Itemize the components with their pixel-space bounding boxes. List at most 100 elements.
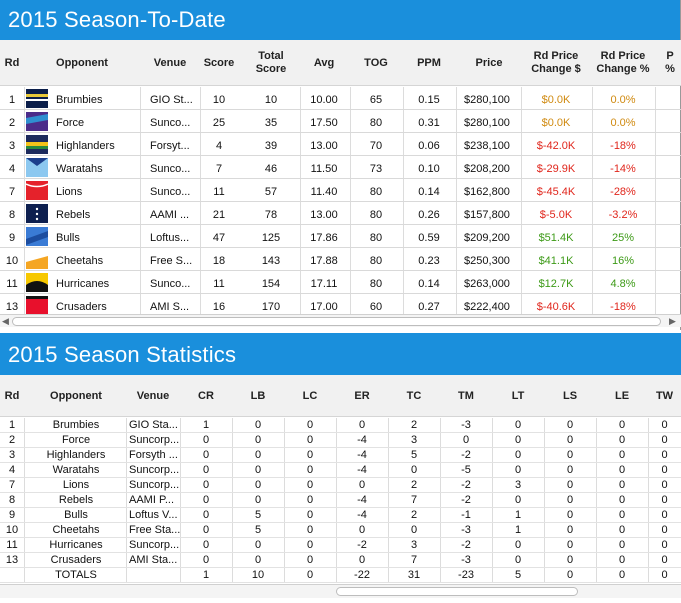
table-row[interactable]: 1 Brumbies GIO Sta... 1 0 0 0 2 -3 0 0 0 0 <box>0 418 681 433</box>
table-row[interactable]: 2 Force Suncorp... 0 0 0 -4 3 0 0 0 0 0 <box>0 433 681 448</box>
column-header[interactable]: TC <box>406 389 422 402</box>
column-divider <box>24 478 25 492</box>
column-divider <box>456 248 457 270</box>
column-divider <box>655 248 656 270</box>
column-header[interactable]: Score <box>203 56 235 69</box>
column-divider <box>592 156 593 178</box>
cell-cr: 0 <box>202 479 210 491</box>
cell-opponent: Waratahs <box>56 163 103 175</box>
scroll-thumb[interactable] <box>12 317 661 326</box>
table-row[interactable]: 4 Waratahs Sunco... 7 46 11.50 73 0.10 $208,200 $… <box>0 156 681 179</box>
column-header[interactable]: LT <box>511 389 525 402</box>
column-divider <box>200 225 201 247</box>
cell-tm: -5 <box>461 464 471 476</box>
column-divider <box>350 225 351 247</box>
column-header[interactable]: Rd Price Change $ <box>531 50 581 75</box>
cell-venue: Forsyt... <box>150 140 190 152</box>
season-statistics-table-body: 1 Brumbies GIO Sta... 1 0 0 0 2 -3 0 0 0 0 2 Force Sunc… <box>0 418 681 586</box>
column-header[interactable]: Total Score <box>255 50 287 75</box>
table-row[interactable]: 8 Rebels AAMI P... 0 0 0 -4 7 -2 0 0 0 0 <box>0 493 681 508</box>
column-divider <box>592 179 593 201</box>
season-statistics-header: 2015 Season Statistics <box>0 333 681 375</box>
column-header[interactable]: Price <box>475 56 503 69</box>
column-divider <box>24 568 25 582</box>
column-header[interactable]: TOG <box>364 56 388 69</box>
column-divider <box>440 478 441 492</box>
column-header[interactable]: CR <box>198 389 214 402</box>
table-row[interactable]: 8 Rebels AAMI ... 21 78 13.00 80 0.26 $157,800 $-… <box>0 202 681 225</box>
cell-ls: 0 <box>566 524 574 536</box>
table-row[interactable]: 3 Highlanders Forsyth ... 0 0 0 -4 5 -2 0 0 0 0 <box>0 448 681 463</box>
cell-opponent: Highlanders <box>46 449 106 461</box>
column-divider <box>403 294 404 314</box>
cell-venue: AAMI ... <box>150 209 190 221</box>
scroll-left-icon[interactable]: ◀ <box>2 316 9 326</box>
column-header[interactable]: TW <box>655 389 674 402</box>
cell-lc: 0 <box>306 554 314 566</box>
table-row[interactable]: 4 Waratahs Suncorp... 0 0 0 -4 0 -5 0 0 0 0 <box>0 463 681 478</box>
cell-score: 21 <box>212 209 226 221</box>
column-header[interactable]: TM <box>458 389 474 402</box>
column-divider <box>300 225 301 247</box>
column-divider <box>544 433 545 447</box>
column-header[interactable]: PPM <box>417 56 441 69</box>
cell-tw: 0 <box>661 494 668 506</box>
cell-total: 39 <box>264 140 278 152</box>
column-header[interactable]: Rd <box>4 389 20 402</box>
column-header[interactable]: Opponent <box>50 389 102 402</box>
table-row[interactable]: 1 Brumbies GIO St... 10 10 10.00 65 0.15 $280,10… <box>0 87 681 110</box>
cell-ppm: 0.10 <box>418 163 440 175</box>
table-row[interactable]: 13 Crusaders AMI Sta... 0 0 0 0 7 -3 0 0 0 0 <box>0 553 681 568</box>
cell-le: 0 <box>618 569 626 581</box>
column-divider <box>521 87 522 109</box>
cell-avg: 13.00 <box>310 140 338 152</box>
season-to-date-scrollbar[interactable]: ◀ ▶ <box>0 314 681 327</box>
column-header[interactable]: ER <box>354 389 370 402</box>
scroll-thumb[interactable] <box>336 587 578 596</box>
column-divider <box>300 248 301 270</box>
table-row[interactable]: 7 Lions Sunco... 11 57 11.40 80 0.14 $162,800 $-4… <box>0 179 681 202</box>
column-divider <box>655 87 656 109</box>
table-row[interactable]: 11 Hurricanes Sunco... 11 154 17.11 80 0.14 $263… <box>0 271 681 294</box>
cell-chgpct: 16% <box>611 255 635 267</box>
column-header[interactable]: LC <box>302 389 318 402</box>
column-header[interactable]: LE <box>614 389 630 402</box>
cell-lt: 0 <box>514 419 522 431</box>
column-divider <box>596 523 597 537</box>
table-row[interactable]: 10 Cheetahs Free Sta... 0 5 0 0 0 -3 1 0 0 0 <box>0 523 681 538</box>
cell-rd: 1 <box>8 419 16 431</box>
column-divider <box>300 87 301 109</box>
table-row[interactable]: 2 Force Sunco... 25 35 17.50 80 0.31 $280,100 $0.… <box>0 110 681 133</box>
column-divider <box>592 133 593 155</box>
cell-chg: $41.1K <box>538 255 574 267</box>
cell-total: 154 <box>261 278 281 290</box>
table-row[interactable]: 9 Bulls Loftus V... 0 5 0 -4 2 -1 1 0 0 0 <box>0 508 681 523</box>
season-statistics-scrollbar[interactable] <box>0 584 681 598</box>
column-divider <box>284 523 285 537</box>
column-divider <box>456 225 457 247</box>
cell-rd: 3 <box>8 449 16 461</box>
table-row[interactable]: 9 Bulls Loftus... 47 125 17.86 80 0.59 $209,200 $… <box>0 225 681 248</box>
table-row[interactable]: 3 Highlanders Forsyt... 4 39 13.00 70 0.06 $238,… <box>0 133 681 156</box>
column-header[interactable]: LS <box>562 389 578 402</box>
table-row[interactable]: 10 Cheetahs Free S... 18 143 17.88 80 0.23 $250,… <box>0 248 681 271</box>
column-header[interactable]: P % <box>665 50 675 75</box>
cell-le: 0 <box>618 494 626 506</box>
column-header[interactable]: LB <box>250 389 266 402</box>
cell-avg: 17.88 <box>310 255 338 267</box>
table-row[interactable]: 11 Hurricanes Suncorp... 0 0 0 -2 3 -2 0 0 0 0 <box>0 538 681 553</box>
column-header[interactable]: Rd <box>4 56 20 69</box>
column-header[interactable]: Venue <box>153 56 187 69</box>
column-divider <box>440 508 441 522</box>
column-divider <box>126 508 127 522</box>
column-header[interactable]: Opponent <box>56 56 108 69</box>
table-row[interactable]: 13 Crusaders AMI S... 16 170 17.00 60 0.27 $222,… <box>0 294 681 314</box>
column-divider <box>232 448 233 462</box>
column-header[interactable]: Avg <box>313 56 335 69</box>
column-divider <box>596 463 597 477</box>
scroll-right-icon[interactable]: ▶ <box>669 316 676 326</box>
cell-er: -4 <box>357 494 367 506</box>
column-header[interactable]: Rd Price Change % <box>596 50 650 75</box>
table-row[interactable]: 7 Lions Suncorp... 0 0 0 0 2 -2 3 0 0 0 <box>0 478 681 493</box>
column-header[interactable]: Venue <box>136 389 170 402</box>
